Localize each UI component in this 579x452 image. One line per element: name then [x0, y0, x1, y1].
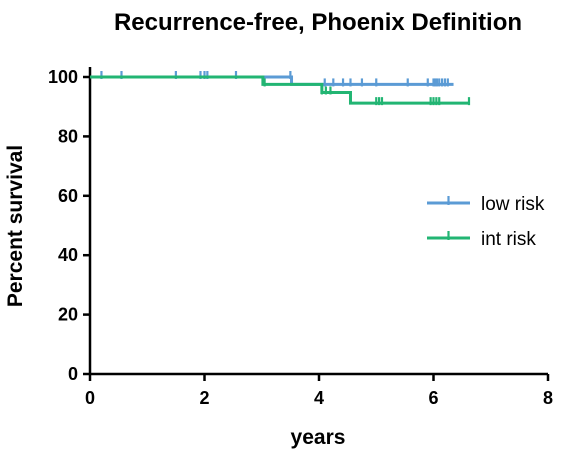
x-tick-label: 8 — [543, 388, 553, 408]
y-tick-label: 40 — [58, 245, 78, 265]
series-int-risk — [90, 75, 471, 106]
y-tick-label: 60 — [58, 186, 78, 206]
chart-title: Recurrence-free, Phoenix Definition — [114, 9, 522, 36]
x-tick-label: 2 — [199, 388, 209, 408]
survival-curve-int-risk — [90, 75, 469, 105]
x-tick-label: 4 — [314, 388, 324, 408]
y-tick-label: 0 — [68, 364, 78, 384]
x-tick-label: 6 — [428, 388, 438, 408]
legend-item-low-risk: low risk — [427, 194, 545, 215]
x-tick-label: 0 — [85, 388, 95, 408]
x-axis-label: years — [291, 426, 346, 449]
axes: 0 20 40 60 80 100 0 2 4 6 8 — [48, 67, 553, 408]
y-tick-label: 100 — [48, 67, 78, 87]
y-axis-label: Percent survival — [4, 145, 27, 307]
y-tick-label: 20 — [58, 305, 78, 325]
y-tick-label: 80 — [58, 126, 78, 146]
legend: low risk int risk — [427, 194, 545, 250]
legend-label: low risk — [481, 194, 545, 215]
legend-label: int risk — [481, 229, 536, 250]
legend-item-int-risk: int risk — [427, 229, 536, 250]
series-layer — [90, 71, 471, 106]
